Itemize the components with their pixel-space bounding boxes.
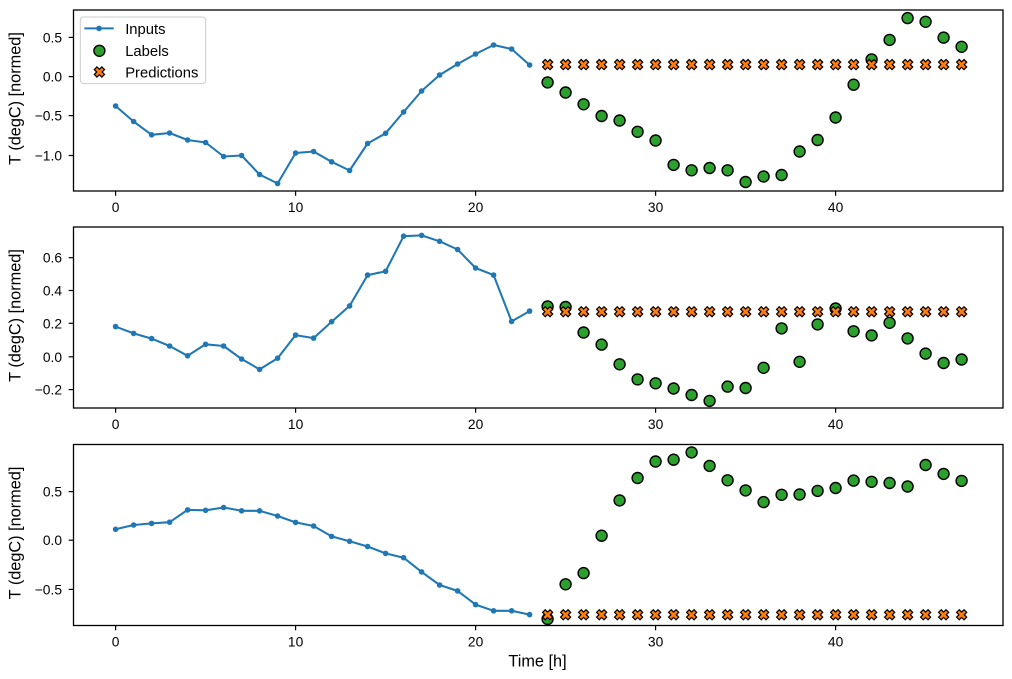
svg-text:0.2: 0.2	[43, 316, 62, 331]
svg-text:0.4: 0.4	[43, 284, 63, 299]
svg-text:−0.5: −0.5	[35, 582, 63, 597]
svg-text:−0.2: −0.2	[35, 383, 62, 398]
svg-text:T (degC) [normed]: T (degC) [normed]	[6, 467, 24, 600]
svg-text:30: 30	[648, 635, 664, 650]
svg-text:20: 20	[468, 635, 484, 650]
svg-text:0: 0	[112, 635, 120, 650]
svg-text:40: 40	[828, 635, 844, 650]
svg-text:40: 40	[828, 417, 844, 432]
svg-text:T (degC) [normed]: T (degC) [normed]	[6, 249, 24, 382]
svg-text:0.6: 0.6	[43, 251, 63, 266]
svg-text:0: 0	[112, 200, 120, 215]
svg-text:Labels: Labels	[125, 44, 169, 60]
svg-text:0.0: 0.0	[43, 70, 63, 85]
svg-text:10: 10	[288, 417, 304, 432]
svg-text:−1.0: −1.0	[35, 149, 63, 164]
svg-text:0.0: 0.0	[43, 350, 63, 365]
svg-text:20: 20	[468, 417, 484, 432]
svg-text:10: 10	[288, 635, 304, 650]
svg-text:0.0: 0.0	[43, 533, 63, 548]
svg-text:10: 10	[288, 200, 304, 215]
svg-text:30: 30	[648, 417, 664, 432]
svg-text:T (degC) [normed]: T (degC) [normed]	[6, 32, 24, 165]
svg-text:Time [h]: Time [h]	[508, 652, 566, 670]
svg-text:20: 20	[468, 200, 484, 215]
svg-text:0.5: 0.5	[43, 30, 63, 45]
svg-text:Inputs: Inputs	[125, 22, 165, 38]
svg-text:40: 40	[828, 200, 844, 215]
svg-text:0.5: 0.5	[43, 485, 63, 500]
svg-text:30: 30	[648, 200, 664, 215]
svg-text:−0.5: −0.5	[35, 109, 63, 124]
svg-text:0: 0	[112, 417, 120, 432]
svg-text:Predictions: Predictions	[125, 65, 198, 81]
